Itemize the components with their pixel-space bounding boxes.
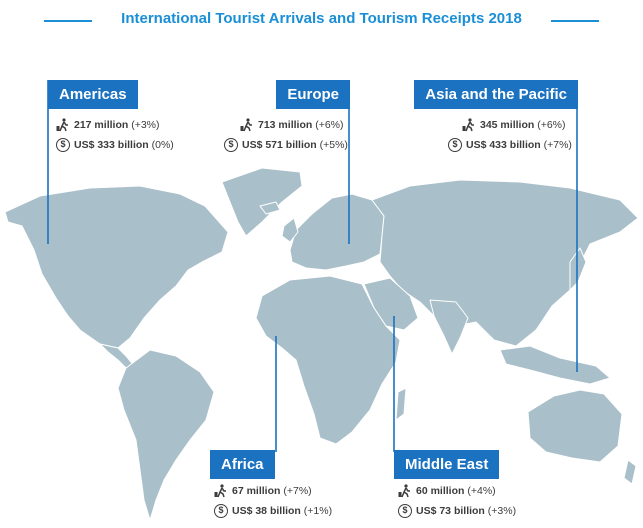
arrivals-change: (+4%)	[467, 485, 496, 497]
title-rule-right	[551, 20, 599, 22]
arrivals-change: (+6%)	[315, 119, 344, 131]
receipts-stat: $ US$ 333 billion (0%)	[48, 135, 174, 155]
arrivals-value: 67 million	[232, 485, 281, 497]
receipts-change: (0%)	[151, 139, 174, 151]
land-japan	[569, 247, 587, 291]
receipts-stat: $ US$ 433 billion (+7%)	[392, 135, 578, 155]
traveler-with-suitcase-icon	[462, 118, 474, 132]
title-rule-left	[44, 20, 92, 22]
receipts-change: (+7%)	[543, 139, 572, 151]
page-title: International Tourist Arrivals and Touri…	[121, 10, 522, 27]
arrivals-value: 217 million	[74, 119, 129, 131]
receipts-change: (+1%)	[303, 505, 333, 517]
traveler-with-suitcase-icon	[56, 118, 68, 132]
arrivals-change: (+3%)	[131, 119, 160, 131]
region-name: Africa	[210, 450, 275, 479]
region-name: Americas	[48, 80, 138, 109]
receipts-stat: $ US$ 73 billion (+3%)	[394, 501, 544, 521]
dollar-coin-icon: $	[398, 504, 412, 518]
receipts-stat: $ US$ 38 billion (+1%)	[210, 501, 350, 521]
receipts-value: US$ 571 billion	[242, 139, 317, 151]
region-africa: Africa 67 million (+7%) $ US$ 38 billion…	[210, 450, 350, 521]
traveler-with-suitcase-icon	[214, 484, 226, 498]
receipts-value: US$ 73 billion	[416, 505, 485, 517]
land-south-america	[117, 349, 215, 521]
title-bar: International Tourist Arrivals and Touri…	[0, 8, 643, 34]
land-africa	[255, 275, 401, 445]
land-india	[429, 299, 469, 355]
land-southeast-asia	[499, 345, 611, 385]
land-iceland	[259, 201, 281, 215]
arrivals-stat: 713 million (+6%)	[220, 115, 350, 135]
dollar-coin-icon: $	[56, 138, 70, 152]
receipts-change: (+5%)	[319, 139, 348, 151]
land-europe	[289, 193, 385, 271]
land-madagascar	[395, 387, 407, 421]
traveler-with-suitcase-icon	[398, 484, 410, 498]
region-name: Middle East	[394, 450, 500, 479]
region-americas: Americas 217 million (+3%) $ US$ 333 bil…	[48, 80, 174, 155]
region-name: Europe	[276, 80, 350, 109]
arrivals-stat: 60 million (+4%)	[394, 481, 544, 501]
arrivals-stat: 217 million (+3%)	[48, 115, 168, 135]
land-new-zealand	[623, 459, 637, 485]
landmasses	[4, 167, 639, 521]
land-north-america	[4, 185, 229, 349]
region-middle-east: Middle East 60 million (+4%) $ US$ 73 bi…	[394, 450, 544, 521]
receipts-stat: $ US$ 571 billion (+5%)	[220, 135, 350, 155]
dollar-coin-icon: $	[214, 504, 228, 518]
arrivals-stat: 345 million (+6%)	[392, 115, 578, 135]
arrivals-value: 713 million	[258, 119, 313, 131]
dollar-coin-icon: $	[448, 138, 462, 152]
receipts-value: US$ 333 billion	[74, 139, 149, 151]
dollar-coin-icon: $	[224, 138, 238, 152]
region-europe: Europe 713 million (+6%) $ US$ 571 billi…	[220, 80, 350, 155]
arrivals-value: 60 million	[416, 485, 465, 497]
receipts-change: (+3%)	[487, 505, 517, 517]
arrivals-stat: 67 million (+7%)	[210, 481, 350, 501]
traveler-with-suitcase-icon	[240, 118, 252, 132]
region-name: Asia and the Pacific	[414, 80, 578, 109]
arrivals-value: 345 million	[480, 119, 535, 131]
region-asia-pacific: Asia and the Pacific 345 million (+6%) $…	[392, 80, 578, 155]
land-australia	[527, 389, 623, 463]
arrivals-change: (+7%)	[283, 485, 312, 497]
receipts-value: US$ 433 billion	[466, 139, 541, 151]
receipts-value: US$ 38 billion	[232, 505, 301, 517]
land-british-isles	[281, 217, 299, 243]
arrivals-change: (+6%)	[537, 119, 566, 131]
